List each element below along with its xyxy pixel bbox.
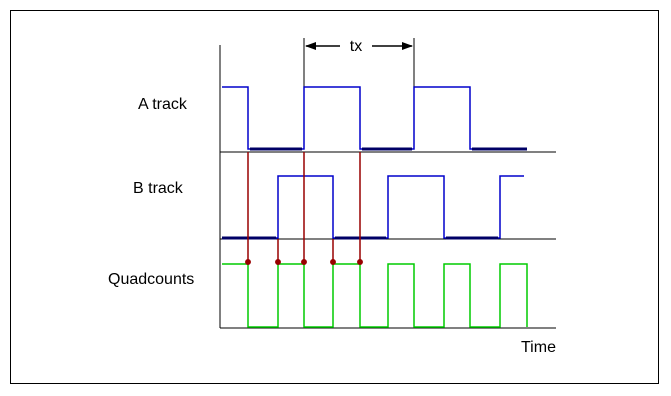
b-track-label: B track — [133, 180, 184, 197]
edge-dot — [301, 259, 307, 265]
diagram-frame — [10, 10, 659, 384]
a-track-signal — [222, 86, 527, 150]
b-track-signal — [222, 175, 524, 239]
period-arrowhead-left — [305, 42, 316, 50]
edge-dot — [357, 259, 363, 265]
period-label: tx — [350, 38, 362, 55]
time-axis-label: Time — [521, 339, 556, 356]
quadcounts-label: Quadcounts — [108, 271, 194, 288]
period-dimension: tx — [303, 38, 415, 88]
period-arrowhead-right — [402, 42, 413, 50]
quadcounts-signal — [222, 263, 528, 328]
edge-markers — [245, 152, 363, 265]
a-track-label: A track — [138, 96, 188, 113]
edge-dot — [275, 259, 281, 265]
edge-dot — [330, 259, 336, 265]
edge-dot — [245, 259, 251, 265]
